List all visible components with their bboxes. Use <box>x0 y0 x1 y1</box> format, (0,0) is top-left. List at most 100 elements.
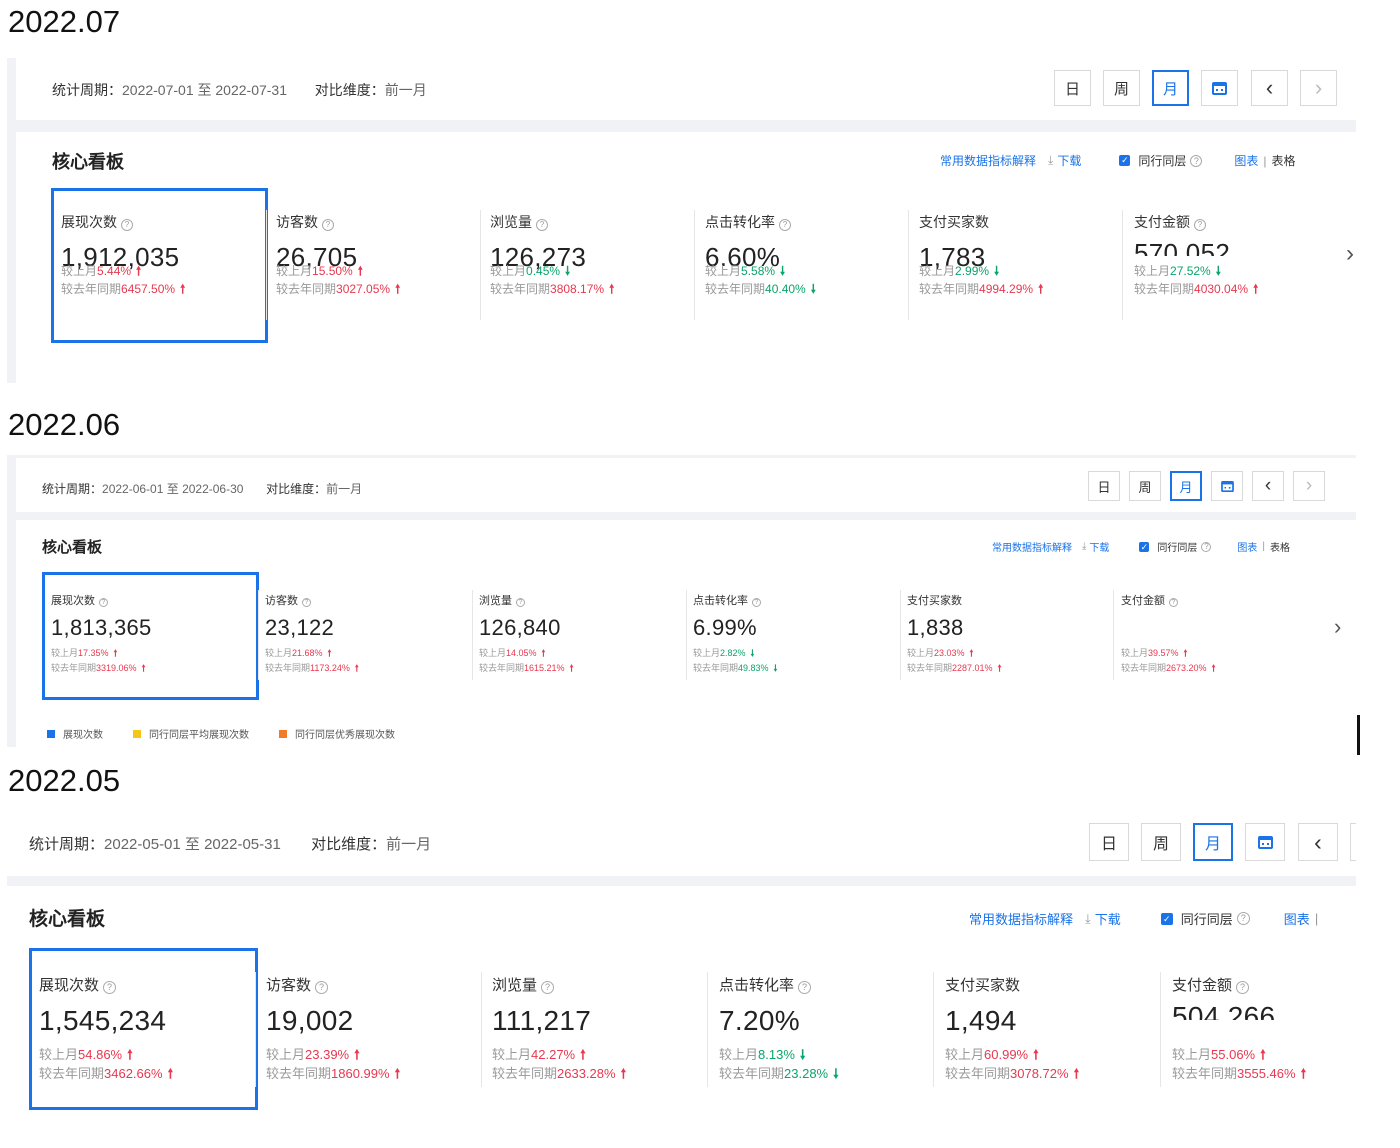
metric-tile[interactable]: 浏览量? 126,840 较上月14.05% 🠕 较去年同期1615.21% 🠕 <box>479 592 573 673</box>
board-actions: 常用数据指标解释 ⤓ 下载 ✓ 同行同层 ? 图表 | <box>969 909 1323 928</box>
period-text: 统计周期：2022-05-01 至 2022-05-31 对比维度：前一月 <box>29 833 431 854</box>
text-cursor <box>1357 715 1360 755</box>
chevron-right-icon: › <box>1305 475 1313 496</box>
metric-tile[interactable]: 访客数? 23,122 较上月21.68% 🠕 较去年同期1173.24% 🠕 <box>265 592 359 673</box>
help-circle-icon: ? <box>516 598 525 607</box>
chevron-left-icon: ‹ <box>1314 828 1322 855</box>
metric-value: 1,912,035 <box>61 242 180 272</box>
peer-label: 同行同层 <box>1157 543 1198 554</box>
metric-tile[interactable]: 支付买家数 1,494 较上月60.99% 🠕 较去年同期3078.72% 🠕 <box>945 974 1079 1081</box>
metric-tile[interactable]: 展现次数? 1,545,234 较上月54.86% 🠕 较去年同期3462.66%… <box>39 974 173 1081</box>
board-title: 核心看板 <box>42 539 103 556</box>
month-button[interactable]: 月 <box>1193 823 1233 861</box>
metric-label: 浏览量? <box>490 212 586 232</box>
day-button[interactable]: 日 <box>1054 70 1091 106</box>
metric-tile[interactable]: 支付金额? 504,266 较上月55.06%🠕 较去年同期3555.46%🠕 <box>1172 974 1306 1081</box>
prev-button[interactable]: ‹ <box>1298 823 1338 861</box>
metric-help-link[interactable]: 常用数据指标解释 <box>940 154 1037 168</box>
yoy-compare: 较去年同期3319.06% 🠕 <box>51 663 146 673</box>
day-button[interactable]: 日 <box>1088 471 1120 501</box>
metric-tile[interactable]: 访客数? 26,705 较上月15.50% 🠕 较去年同期3027.05% 🠕 <box>276 212 400 296</box>
metric-tile[interactable]: 支付金额? 较上月39.57% 🠕 较去年同期2673.20% 🠕 <box>1121 592 1215 673</box>
metric-tile[interactable]: 支付买家数 1,838 较上月23.03% 🠕 较去年同期2287.01% 🠕 <box>907 592 1001 673</box>
prev-button[interactable]: ‹ <box>1252 471 1284 501</box>
metric-value: 126,273 <box>490 242 587 272</box>
month-title: 2022.07 <box>8 4 121 39</box>
core-board: 核心看板 常用数据指标解释 ⤓ 下载 ✓ 同行同层 ? 图表 | 展现次数? 1… <box>7 886 1356 1148</box>
download-link[interactable]: 下载 <box>1094 912 1121 927</box>
metric-tile[interactable]: 点击转化率? 6.99% 较上月2.82% 🠗 较去年同期49.83% 🠗 <box>693 592 777 673</box>
period-label: 统计周期： <box>52 82 122 98</box>
month-button[interactable]: 月 <box>1152 70 1189 106</box>
week-button[interactable]: 周 <box>1141 823 1181 861</box>
calendar-button[interactable] <box>1245 823 1285 861</box>
next-button[interactable]: › <box>1293 471 1325 501</box>
peer-checkbox[interactable]: ✓ <box>1119 155 1131 166</box>
table-view-link[interactable]: 表格 <box>1271 154 1296 168</box>
period-text: 统计周期：2022-07-01 至 2022-07-31 对比维度：前一月 <box>52 80 427 100</box>
core-board: 核心看板 常用数据指标解释 ⤓ 下载 ✓ 同行同层 ? 图表 | 表格 › 展现… <box>16 520 1356 747</box>
metric-tile[interactable]: 点击转化率? 7.20% 较上月8.13% 🠗 较去年同期23.28% 🠗 <box>719 974 839 1081</box>
download-link[interactable]: 下载 <box>1089 543 1110 554</box>
calendar-button[interactable] <box>1211 471 1243 501</box>
metric-tile[interactable]: 访客数? 19,002 较上月23.39% 🠕 较去年同期1860.99% 🠕 <box>266 974 400 1081</box>
peer-checkbox[interactable]: ✓ <box>1139 541 1150 552</box>
next-button[interactable]: › <box>1300 70 1337 106</box>
prev-button[interactable]: ‹ <box>1251 70 1288 106</box>
period-value: 2022-07-01 至 2022-07-31 <box>122 82 288 98</box>
legend-item[interactable]: 同行同层平均展现次数 <box>133 726 249 741</box>
metric-tile[interactable]: 浏览量? 111,217 较上月42.27% 🠕 较去年同期2633.28% 🠕 <box>492 974 626 1081</box>
help-circle-icon: ? <box>1169 598 1178 607</box>
mom-compare: 较上月2.99% 🠗 <box>919 264 1000 278</box>
arrow-up-icon: 🠕 <box>609 282 615 296</box>
scroll-right-icon[interactable]: › <box>1334 614 1342 639</box>
metric-value: 570,052 <box>1134 242 1230 256</box>
metric-help-link[interactable]: 常用数据指标解释 <box>969 912 1074 927</box>
month-button[interactable]: 月 <box>1170 471 1202 501</box>
metric-label: 支付金额? <box>1172 974 1275 995</box>
legend-swatch <box>133 729 141 738</box>
board-actions: 常用数据指标解释 ⤓ 下载 ✓ 同行同层 ? 图表 | 表格 <box>940 152 1296 169</box>
period-bar: 统计周期：2022-06-01 至 2022-06-30 对比维度：前一月 日 … <box>16 458 1356 512</box>
legend-label: 同行同层平均展现次数 <box>149 730 249 741</box>
arrow-up-icon: 🠕 <box>580 1047 586 1062</box>
mom-compare: 较上月54.86% 🠕 <box>39 1047 133 1062</box>
metric-divider <box>900 590 901 680</box>
chart-view-link[interactable]: 图表 <box>1237 543 1258 554</box>
mom-compare: 较上月17.35% 🠕 <box>51 648 118 658</box>
metric-help-link[interactable]: 常用数据指标解释 <box>992 543 1072 554</box>
download-icon: ⤓ <box>1085 910 1091 926</box>
scroll-right-icon[interactable]: › <box>1346 240 1354 267</box>
day-button[interactable]: 日 <box>1089 823 1129 861</box>
week-button[interactable]: 周 <box>1103 70 1140 106</box>
metric-tile[interactable]: 浏览量? 126,273 较上月0.45% 🠗 较去年同期3808.17% 🠕 <box>490 212 614 296</box>
next-button[interactable] <box>1350 823 1356 861</box>
peer-checkbox[interactable]: ✓ <box>1160 912 1173 925</box>
metric-tile[interactable]: 支付买家数 1,783 较上月2.99% 🠗 较去年同期4994.29% 🠕 <box>919 212 1043 296</box>
view-separator: | <box>1314 911 1319 926</box>
calendar-button[interactable] <box>1201 70 1238 106</box>
legend-item[interactable]: 展现次数 <box>47 726 103 741</box>
metric-tile[interactable]: 展现次数? 1,912,035 较上月5.44% 🠕 较去年同期6457.50% 🠕 <box>61 212 185 296</box>
metric-tile[interactable]: 展现次数? 1,813,365 较上月17.35% 🠕 较去年同期3319.06%… <box>51 592 152 673</box>
chart-view-link[interactable]: 图表 <box>1283 912 1310 927</box>
help-circle-icon: ? <box>779 219 791 231</box>
metric-divider <box>707 972 708 1087</box>
metric-label: 展现次数? <box>39 974 166 995</box>
metric-tile[interactable]: 支付金额? 570,052 较上月27.52%🠗 较去年同期4030.04%🠕 <box>1134 212 1258 296</box>
arrow-down-icon: 🠗 <box>773 663 778 673</box>
legend-swatch <box>279 729 287 738</box>
yoy-compare: 较去年同期3462.66% 🠕 <box>39 1066 174 1081</box>
arrow-up-icon: 🠕 <box>997 663 1002 673</box>
legend-item[interactable]: 同行同层优秀展现次数 <box>279 726 395 741</box>
download-link[interactable]: 下载 <box>1057 154 1082 168</box>
metric-label: 展现次数? <box>51 592 152 608</box>
dashboard-panel: 统计周期：2022-05-01 至 2022-05-31 对比维度：前一月 日 … <box>7 808 1356 1148</box>
chart-view-link[interactable]: 图表 <box>1234 154 1259 168</box>
chevron-left-icon: ‹ <box>1264 475 1272 496</box>
metric-tile[interactable]: 点击转化率? 6.60% 较上月5.58% 🠗 较去年同期40.40% 🠗 <box>705 212 816 296</box>
table-view-link[interactable]: 表格 <box>1270 543 1291 554</box>
arrow-down-icon: 🠗 <box>1215 264 1221 278</box>
week-button[interactable]: 周 <box>1129 471 1161 501</box>
arrow-up-icon: 🠕 <box>1253 282 1259 296</box>
